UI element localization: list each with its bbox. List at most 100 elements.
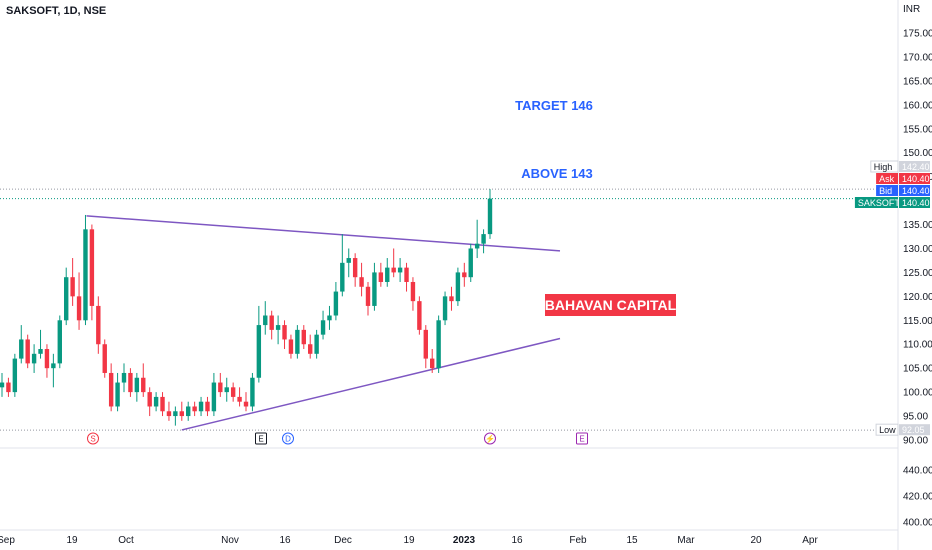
candle[interactable] bbox=[108, 363, 114, 412]
candle[interactable] bbox=[134, 372, 140, 402]
candle[interactable] bbox=[314, 329, 319, 359]
candle[interactable] bbox=[57, 315, 62, 369]
candle[interactable] bbox=[64, 267, 69, 326]
candle[interactable] bbox=[481, 229, 486, 254]
candle-body bbox=[19, 339, 24, 359]
candle[interactable] bbox=[455, 267, 461, 306]
resistance-trendline[interactable] bbox=[86, 215, 561, 252]
candle-body bbox=[31, 353, 37, 364]
candle[interactable] bbox=[269, 310, 274, 340]
candle[interactable] bbox=[160, 392, 165, 417]
event-marker[interactable]: ⚡ bbox=[484, 432, 496, 445]
candle[interactable] bbox=[12, 353, 18, 397]
time-axis-label: Feb bbox=[569, 535, 587, 546]
candle[interactable] bbox=[198, 396, 204, 417]
candle[interactable] bbox=[449, 286, 454, 311]
candle[interactable] bbox=[230, 382, 236, 402]
candle[interactable] bbox=[19, 325, 24, 364]
candle-body bbox=[288, 339, 294, 354]
candle[interactable] bbox=[96, 296, 101, 354]
candle[interactable] bbox=[308, 334, 313, 359]
candle[interactable] bbox=[205, 396, 210, 417]
candle[interactable] bbox=[44, 344, 50, 378]
candle[interactable] bbox=[462, 262, 467, 287]
price-tag-ask: Ask 140.40 bbox=[876, 173, 930, 184]
candle[interactable] bbox=[352, 253, 358, 287]
time-axis-label: 16 bbox=[511, 535, 523, 546]
candle[interactable] bbox=[186, 401, 191, 421]
candle[interactable] bbox=[340, 234, 345, 297]
candle[interactable] bbox=[224, 377, 229, 402]
candle[interactable] bbox=[6, 377, 11, 397]
candle[interactable] bbox=[31, 344, 37, 373]
above-annotation[interactable]: ABOVE 143 bbox=[521, 166, 593, 181]
candle[interactable] bbox=[38, 329, 43, 359]
candle[interactable] bbox=[147, 387, 152, 417]
candle-body bbox=[96, 305, 101, 345]
candle[interactable] bbox=[263, 301, 268, 335]
candle[interactable] bbox=[179, 401, 184, 421]
candle[interactable] bbox=[391, 248, 396, 278]
candle[interactable] bbox=[346, 248, 351, 278]
candle[interactable] bbox=[76, 272, 82, 330]
candle[interactable] bbox=[102, 339, 107, 378]
candle[interactable] bbox=[0, 372, 5, 397]
event-marker[interactable]: E bbox=[576, 432, 588, 445]
candle[interactable] bbox=[430, 349, 435, 373]
candle[interactable] bbox=[365, 281, 371, 316]
candle[interactable] bbox=[359, 262, 364, 297]
candle[interactable] bbox=[121, 363, 127, 393]
candle[interactable] bbox=[211, 372, 217, 417]
candle[interactable] bbox=[70, 258, 75, 306]
candle-body bbox=[205, 401, 210, 412]
candle[interactable] bbox=[327, 305, 332, 330]
candle[interactable] bbox=[468, 243, 473, 282]
candle[interactable] bbox=[474, 219, 480, 259]
candle[interactable] bbox=[410, 277, 416, 311]
candle[interactable] bbox=[487, 189, 493, 239]
time-axis-label: Mar bbox=[677, 535, 695, 546]
candle[interactable] bbox=[442, 291, 448, 326]
candle[interactable] bbox=[282, 320, 287, 350]
candle[interactable] bbox=[192, 401, 197, 417]
support-trendline[interactable] bbox=[181, 337, 561, 431]
candle[interactable] bbox=[237, 387, 242, 407]
candle[interactable] bbox=[173, 406, 178, 426]
candle[interactable] bbox=[83, 214, 88, 326]
candle[interactable] bbox=[372, 262, 377, 311]
candle[interactable] bbox=[128, 368, 133, 397]
candle[interactable] bbox=[288, 334, 294, 359]
candle[interactable] bbox=[385, 258, 390, 287]
event-marker[interactable]: D bbox=[282, 432, 294, 445]
candle[interactable] bbox=[243, 392, 249, 412]
candle[interactable] bbox=[378, 262, 384, 287]
target-annotation[interactable]: TARGET 146 bbox=[515, 98, 593, 113]
candle-body bbox=[256, 325, 262, 378]
candle-body bbox=[134, 377, 140, 393]
candle[interactable] bbox=[166, 401, 172, 421]
candle[interactable] bbox=[275, 315, 281, 345]
brand-watermark[interactable]: BAHAVAN CAPITAL bbox=[545, 294, 677, 316]
candle[interactable] bbox=[25, 334, 30, 369]
candle[interactable] bbox=[295, 325, 300, 359]
candle[interactable] bbox=[333, 281, 339, 321]
candle[interactable] bbox=[153, 392, 159, 412]
candle[interactable] bbox=[89, 224, 95, 321]
candle[interactable] bbox=[320, 310, 326, 340]
candle[interactable] bbox=[250, 372, 255, 412]
event-marker[interactable]: E bbox=[255, 432, 267, 445]
candle[interactable] bbox=[301, 325, 306, 350]
candle[interactable] bbox=[397, 258, 403, 282]
candle-body bbox=[474, 243, 480, 249]
candle[interactable] bbox=[115, 372, 120, 412]
candle[interactable] bbox=[51, 353, 56, 388]
candle[interactable] bbox=[218, 372, 223, 397]
candle[interactable] bbox=[256, 305, 262, 383]
event-marker[interactable]: S bbox=[87, 432, 99, 445]
candle[interactable] bbox=[436, 315, 441, 373]
candle[interactable] bbox=[404, 262, 409, 292]
candle[interactable] bbox=[141, 363, 146, 397]
candle[interactable] bbox=[423, 325, 428, 369]
candle[interactable] bbox=[417, 296, 422, 335]
